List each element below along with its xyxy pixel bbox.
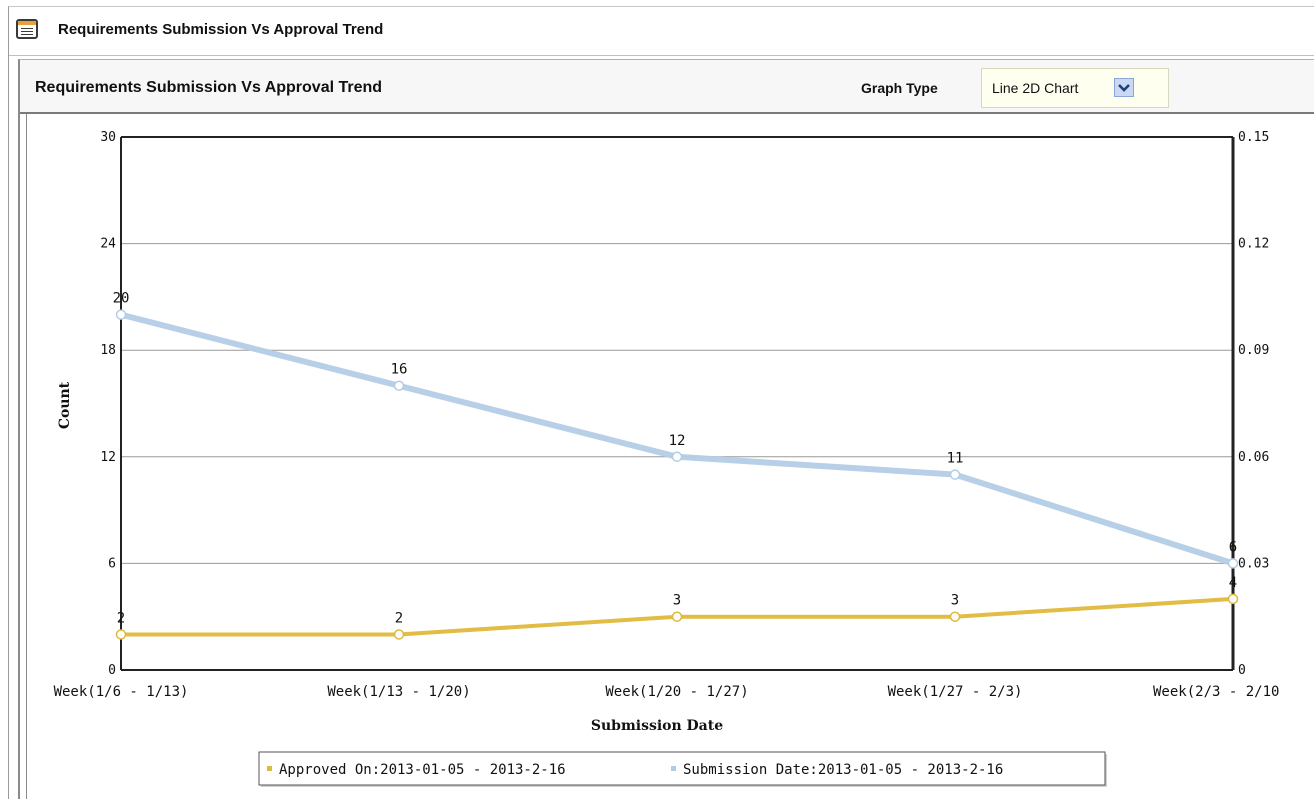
data-point	[115, 629, 127, 640]
data-label: 16	[391, 362, 408, 378]
line-chart: 061218243000.030.060.090.120.15Week(1/6 …	[54, 130, 1279, 787]
x-tick-label: Week(1/13 - 1/20)	[327, 684, 470, 700]
y2-tick-label: 0.06	[1238, 450, 1269, 465]
data-label: 2	[395, 610, 403, 626]
y-tick-label: 0	[108, 663, 116, 678]
y2-tick-label: 0.12	[1238, 237, 1269, 252]
y2-tick-label: 0	[1238, 663, 1246, 678]
x-tick-label: Week(1/27 - 2/3)	[888, 684, 1023, 700]
data-label: 6	[1229, 539, 1237, 555]
data-point	[671, 451, 683, 463]
data-point	[671, 611, 683, 622]
graph-type-label: Graph Type	[861, 80, 938, 96]
panel-title: Requirements Submission Vs Approval Tren…	[58, 21, 384, 38]
chevron-down-icon	[1118, 84, 1130, 92]
panel-header	[9, 7, 1314, 56]
graph-type-select[interactable]: Line 2D Chart	[981, 68, 1169, 108]
legend-entry: Submission Date:2013-01-05 - 2013-2-16	[683, 762, 1003, 778]
data-point	[115, 309, 127, 320]
y-tick-label: 18	[100, 343, 116, 358]
y-tick-label: 12	[100, 450, 116, 465]
data-label: 3	[951, 593, 959, 609]
chart-title: Requirements Submission Vs Approval Tren…	[35, 79, 383, 96]
legend-box	[258, 751, 1106, 786]
outer-frame	[8, 6, 1314, 799]
data-label: 4	[1229, 575, 1237, 591]
x-tick-label: Week(2/3 - 2/10	[1153, 684, 1279, 700]
data-label: 3	[673, 593, 681, 609]
data-point	[393, 629, 405, 640]
x-axis-title: Submission Date	[591, 718, 723, 734]
y-tick-label: 30	[100, 130, 116, 145]
data-point	[949, 469, 961, 480]
y2-tick-label: 0.09	[1238, 343, 1269, 358]
y2-tick-label: 0.03	[1238, 556, 1269, 571]
legend-entry: Approved On:2013-01-05 - 2013-2-16	[279, 762, 566, 778]
data-label: 20	[113, 291, 130, 307]
data-point	[393, 380, 405, 391]
graph-type-value: Line 2D Chart	[992, 80, 1079, 96]
data-label: 2	[117, 610, 125, 626]
y-tick-label: 6	[108, 556, 116, 571]
data-label: 12	[669, 433, 686, 449]
x-tick-label: Week(1/6 - 1/13)	[54, 684, 189, 700]
document-list-icon	[16, 19, 38, 39]
y2-tick-label: 0.15	[1238, 130, 1269, 145]
y-axis-title: Count	[57, 381, 73, 429]
data-point	[1227, 593, 1239, 605]
data-point	[1227, 558, 1239, 569]
x-tick-label: Week(1/20 - 1/27)	[605, 684, 748, 700]
dropdown-button[interactable]	[1114, 78, 1134, 97]
data-label: 11	[947, 451, 964, 467]
y-tick-label: 24	[100, 237, 116, 252]
data-point	[949, 611, 961, 622]
inner-frame	[18, 59, 1314, 799]
legend-marker	[267, 766, 272, 771]
legend-marker	[671, 766, 676, 771]
chart-area: 0 6 12 18 24 30 0 0.03 0.06 0.09 0.12 0.15 Week(1/6 …	[26, 114, 1314, 799]
